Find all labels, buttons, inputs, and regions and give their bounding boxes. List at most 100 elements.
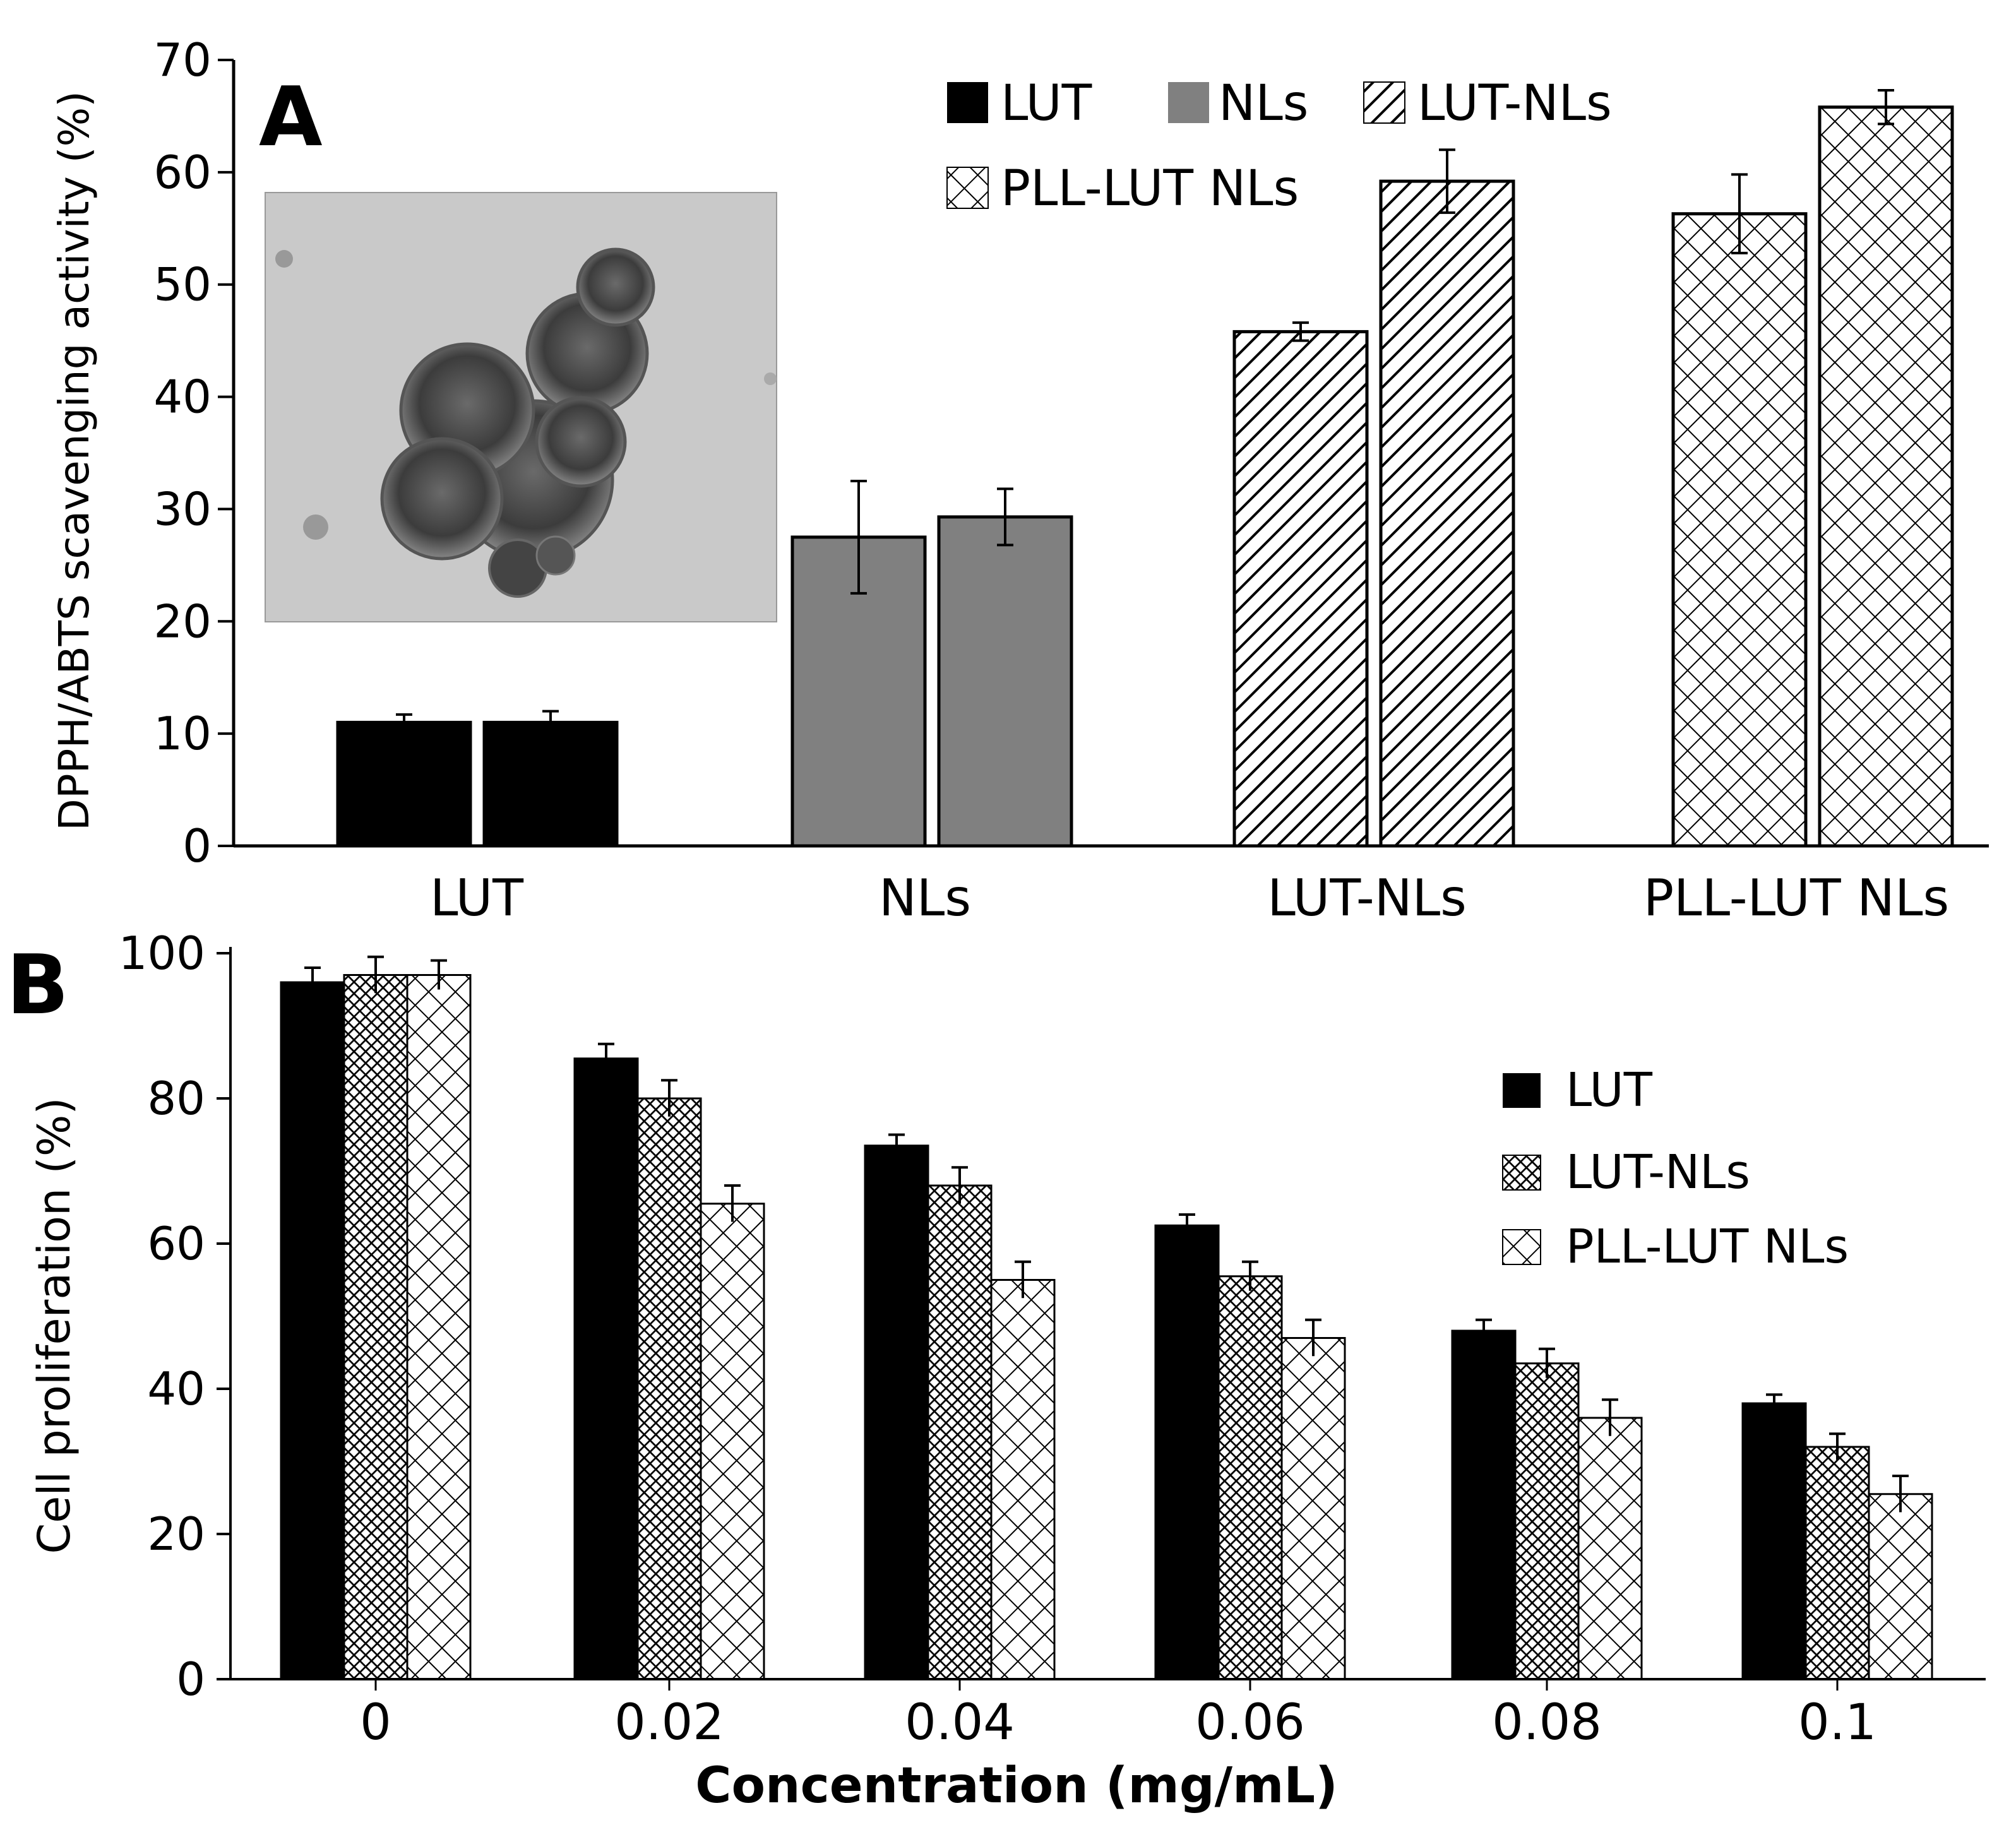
bar-lut-nls-0-1 <box>1804 1446 1870 1680</box>
panel-b-y-tick-label: 0 <box>176 1653 205 1706</box>
error-bar-pll-lut-nls-abts <box>1878 89 1894 126</box>
bar-pll-lut-nls-0-04 <box>990 1279 1056 1680</box>
error-bar-pll-lut-nls-0-06 <box>1305 1318 1321 1357</box>
error-bar-lut-0-08 <box>1476 1318 1492 1342</box>
panel-a-y-tick-label: 60 <box>153 146 212 199</box>
bar-pll-lut-nls-0 <box>406 974 472 1680</box>
bar-lut-nls-abts <box>1379 179 1515 848</box>
panel-a-y-tick-label: 0 <box>182 819 212 872</box>
error-bar-lut-nls-0-06 <box>1242 1260 1258 1291</box>
svg-text:PLL-LUT NLs: PLL-LUT NLs <box>1001 160 1299 217</box>
bar-pll-lut-nls-0-1 <box>1868 1493 1933 1680</box>
category-label-lut-nls: LUT-NLs <box>1267 869 1467 927</box>
error-bar-lut-0-04 <box>888 1133 905 1156</box>
x-tick-label-0-08: 0.08 <box>1492 1694 1602 1751</box>
error-bar-lut-0-1 <box>1766 1393 1782 1412</box>
legend-item-pll-lut-nls: PLL-LUT NLs <box>946 160 1299 217</box>
panel-a-y-tick-label: 40 <box>153 371 212 424</box>
error-bar-lut-nls-dpph <box>1292 321 1309 342</box>
bar-lut-abts <box>482 720 619 848</box>
panel-a-y-tick-label: 10 <box>153 707 212 760</box>
panel-a-category-labels: LUT NLs LUT-NLs PLL-LUT NLs <box>430 869 1949 927</box>
panel-b-y-tick-label: 80 <box>147 1072 205 1125</box>
error-bar-pll-lut-nls-0-02 <box>724 1184 741 1222</box>
error-bar-pll-lut-nls-0-04 <box>1015 1260 1031 1299</box>
bar-lut-nls-0-02 <box>636 1097 702 1680</box>
svg-text:LUT-NLs: LUT-NLs <box>1417 75 1612 132</box>
error-bar-lut-nls-0-02 <box>661 1079 677 1117</box>
bar-lut-dpph <box>336 720 472 848</box>
error-bar-lut-abts <box>542 710 559 735</box>
panel-b-x-tick-labels: 0 0.02 0.04 0.06 0.08 0.1 <box>360 1679 1876 1751</box>
error-bar-pll-lut-nls-0 <box>431 959 447 990</box>
panel-a-y-axis-title: DPPH/ABTS scavenging activity (%) <box>50 91 98 831</box>
panel-b-legend: LUT LUT-NLs PLL-LUT NLs <box>1502 1063 1849 1274</box>
panel-a-legend: LUT NLs LUT-NLs PLL-LUT NLs <box>946 75 1612 217</box>
inset-micrograph <box>265 192 777 622</box>
error-bar-lut-nls-abts <box>1439 148 1455 214</box>
bar-lut-0-04 <box>864 1144 929 1680</box>
panel-b-y-tick-label: 60 <box>147 1217 205 1270</box>
panel-a-y-tick-label: 30 <box>153 482 212 535</box>
panel-a-letter: A <box>259 69 323 165</box>
panel-b-letter: B <box>6 937 69 1033</box>
category-label-nls: NLs <box>879 869 971 927</box>
bar-lut-nls-0-08 <box>1514 1362 1580 1680</box>
bar-pll-lut-nls-0-06 <box>1280 1337 1346 1680</box>
svg-text:LUT-NLs: LUT-NLs <box>1566 1145 1750 1199</box>
x-tick-label-0: 0 <box>360 1694 391 1751</box>
legend-item-lut: LUT <box>947 75 1092 132</box>
bar-nls-abts <box>937 515 1073 848</box>
bar-pll-lut-nls-0-02 <box>700 1203 765 1680</box>
legend-item-nls: NLs <box>1168 75 1308 132</box>
error-bar-lut-0 <box>304 966 321 997</box>
error-bar-pll-lut-nls-dpph <box>1731 173 1748 254</box>
bar-lut-nls-0-04 <box>927 1184 993 1680</box>
panel-b-y-tick-label: 100 <box>119 927 205 980</box>
svg-text:PLL-LUT NLs: PLL-LUT NLs <box>1566 1220 1849 1274</box>
error-bar-lut-nls-0-04 <box>951 1166 968 1204</box>
bar-lut-0 <box>280 981 345 1680</box>
panel-a: A DPPH/ABTS scavenging activity (%) 0 10 2… <box>50 33 1989 927</box>
panel-a-error-bars <box>396 89 1894 735</box>
bar-lut-0-1 <box>1741 1402 1807 1680</box>
bar-lut-0-02 <box>573 1057 639 1680</box>
error-bar-lut-0-02 <box>598 1042 614 1073</box>
panel-a-y-ticks: 0 10 20 30 40 50 60 70 <box>153 33 234 872</box>
panel-b-error-bars <box>304 955 1909 1513</box>
panel-b-x-axis-title: Concentration (mg/mL) <box>695 1757 1338 1814</box>
bar-pll-lut-nls-dpph <box>1671 212 1808 848</box>
legend-item-lut: LUT <box>1503 1063 1653 1117</box>
legend-item-pll-lut-nls: PLL-LUT NLs <box>1502 1220 1849 1274</box>
category-label-lut: LUT <box>430 869 524 927</box>
panel-b-y-tick-label: 40 <box>147 1362 205 1415</box>
bar-pll-lut-nls-abts <box>1818 105 1954 848</box>
panel-b-y-axis-title: Cell proliferation (%) <box>28 1097 80 1554</box>
category-label-pll-lut-nls: PLL-LUT NLs <box>1643 869 1949 927</box>
x-tick-label-0-1: 0.1 <box>1798 1694 1876 1751</box>
panel-a-bars <box>336 105 1954 848</box>
error-bar-lut-nls-0-08 <box>1539 1347 1555 1378</box>
panel-a-y-tick-label: 70 <box>153 33 212 86</box>
error-bar-nls-abts <box>997 487 1013 547</box>
error-bar-lut-nls-0 <box>367 955 384 994</box>
bar-lut-nls-0-06 <box>1217 1275 1283 1680</box>
bar-lut-0-08 <box>1451 1329 1517 1680</box>
error-bar-lut-nls-0-1 <box>1829 1432 1846 1460</box>
legend-item-lut-nls: LUT-NLs <box>1363 75 1612 132</box>
svg-text:LUT: LUT <box>1001 75 1092 132</box>
panel-a-y-tick-label: 50 <box>153 258 212 311</box>
svg-text:LUT: LUT <box>1566 1063 1653 1117</box>
error-bar-pll-lut-nls-0-1 <box>1892 1475 1909 1513</box>
panel-b-bars <box>280 974 1933 1680</box>
panel-b-y-ticks: 0 20 40 60 80 100 <box>119 927 230 1706</box>
bar-lut-0-06 <box>1154 1224 1220 1680</box>
bar-pll-lut-nls-0-08 <box>1577 1417 1643 1680</box>
x-tick-label-0-04: 0.04 <box>905 1694 1015 1751</box>
x-tick-label-0-02: 0.02 <box>614 1694 724 1751</box>
error-bar-nls-dpph <box>850 479 867 595</box>
legend-item-lut-nls: LUT-NLs <box>1502 1145 1750 1199</box>
bar-lut-nls-dpph <box>1232 330 1369 848</box>
